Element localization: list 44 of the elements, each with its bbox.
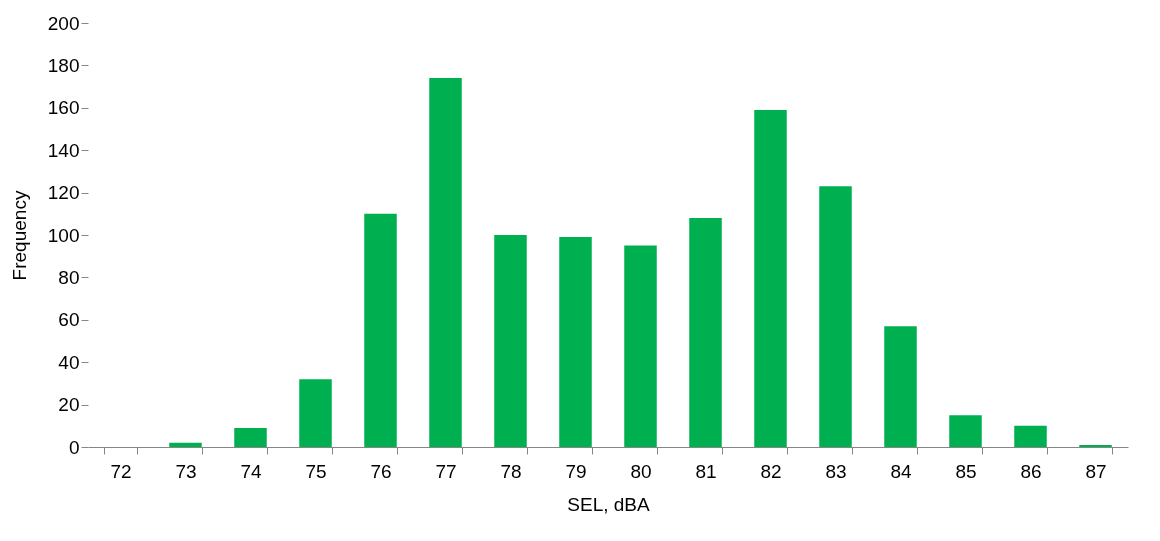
x-tick-label: 83 (825, 460, 847, 482)
x-tick-label: 72 (110, 460, 132, 482)
y-tick-label: 20 (58, 394, 80, 416)
x-tick-label: 79 (565, 460, 587, 482)
bar (234, 427, 267, 447)
y-tick-label: 160 (47, 97, 80, 119)
bar (754, 109, 787, 447)
y-tick-label: 80 (58, 266, 80, 288)
bar (364, 213, 397, 447)
x-tick-label: 86 (1020, 460, 1042, 482)
x-axis-title: SEL, dBA (567, 493, 651, 515)
x-tick-label: 76 (370, 460, 392, 482)
bar (494, 235, 527, 447)
bar (169, 442, 202, 447)
x-tick-label: 78 (500, 460, 522, 482)
x-tick-label: 85 (955, 460, 977, 482)
x-tick-label: 77 (435, 460, 457, 482)
x-tick-label: 74 (240, 460, 262, 482)
y-tick-label: 120 (47, 182, 80, 204)
bar (624, 245, 657, 447)
y-tick-label: 60 (58, 309, 80, 331)
y-tick-label: 100 (47, 224, 80, 246)
x-tick-label: 75 (305, 460, 327, 482)
y-axis-title: Frequency (8, 190, 30, 281)
y-tick-label: 200 (47, 12, 80, 34)
bar (299, 379, 332, 447)
bar (429, 78, 462, 447)
x-tick-label: 81 (695, 460, 717, 482)
y-tick-label: 180 (47, 54, 80, 76)
y-tick-label: 0 (68, 436, 80, 458)
bar (559, 237, 592, 447)
x-tick-label: 87 (1085, 460, 1107, 482)
x-tick-label: 80 (630, 460, 652, 482)
y-tick-label: 40 (58, 351, 80, 373)
bar (1079, 444, 1112, 447)
bar (689, 218, 722, 447)
bar (949, 415, 982, 447)
x-tick-label: 82 (760, 460, 782, 482)
bar (819, 186, 852, 447)
bar (884, 326, 917, 447)
x-tick-label: 84 (890, 460, 912, 482)
y-tick-label: 140 (47, 139, 80, 161)
x-tick-label: 73 (175, 460, 197, 482)
bar (1014, 425, 1047, 447)
